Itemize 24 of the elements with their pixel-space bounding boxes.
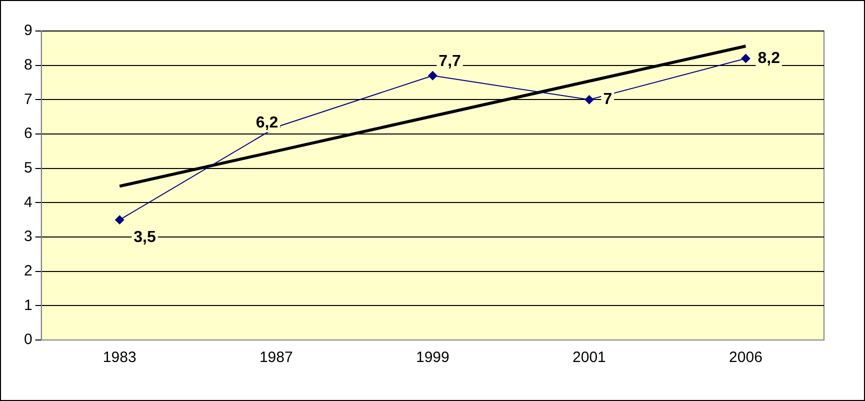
y-tick-label: 1 bbox=[24, 296, 32, 314]
data-label: 3,5 bbox=[134, 229, 156, 246]
y-tick-label: 9 bbox=[24, 22, 32, 40]
x-tick-label: 1999 bbox=[416, 349, 450, 366]
x-tick-label: 1987 bbox=[259, 349, 293, 366]
point bbox=[115, 215, 124, 224]
data-label: 8,2 bbox=[758, 50, 780, 67]
y-tick-label: 2 bbox=[24, 262, 32, 280]
x-tick-label: 2006 bbox=[729, 349, 762, 366]
y-tick-label: 7 bbox=[24, 90, 32, 108]
x-tick-label: 1983 bbox=[102, 349, 136, 366]
y-tick-label: 6 bbox=[24, 125, 32, 142]
point bbox=[584, 95, 594, 104]
y-tick-label: 3 bbox=[24, 228, 32, 246]
y-tick-label: 8 bbox=[24, 56, 32, 74]
data-label: 7 bbox=[603, 91, 612, 108]
y-tick-label: 0 bbox=[24, 331, 32, 348]
point bbox=[428, 71, 438, 80]
data-label: 7,7 bbox=[438, 53, 462, 70]
y-tick-label: 5 bbox=[24, 159, 32, 176]
point bbox=[741, 54, 750, 63]
data-label: 6,2 bbox=[256, 114, 278, 132]
y-tick-label: 4 bbox=[24, 194, 32, 211]
x-tick-label: 2001 bbox=[572, 349, 606, 366]
